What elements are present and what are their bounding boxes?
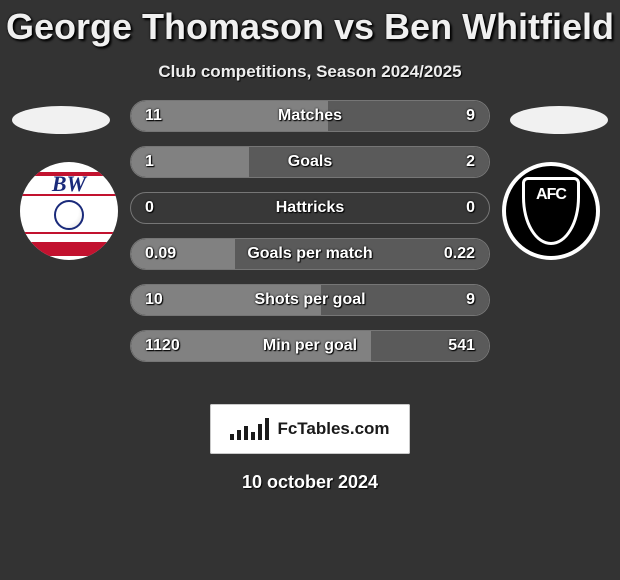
stat-row: 0.09Goals per match0.22	[130, 238, 490, 270]
comparison-card: George Thomason vs Ben Whitfield Club co…	[0, 0, 620, 580]
stat-row: 0Hattricks0	[130, 192, 490, 224]
stat-value-right: 541	[448, 331, 475, 361]
page-title: George Thomason vs Ben Whitfield	[0, 0, 620, 48]
stat-label: Goals per match	[131, 239, 489, 269]
stat-row: 11Matches9	[130, 100, 490, 132]
stat-row: 1120Min per goal541	[130, 330, 490, 362]
stat-value-right: 9	[466, 285, 475, 315]
stat-label: Matches	[131, 101, 489, 131]
country-flag-right	[510, 106, 608, 134]
football-icon	[54, 200, 84, 230]
stat-label: Goals	[131, 147, 489, 177]
date-label: 10 october 2024	[0, 472, 620, 493]
stat-rows: 11Matches9 1Goals2 0Hattricks0 0.09Goals pe…	[130, 100, 490, 376]
stat-value-right: 9	[466, 101, 475, 131]
stat-row: 10Shots per goal9	[130, 284, 490, 316]
page-subtitle: Club competitions, Season 2024/2025	[0, 62, 620, 82]
stat-value-right: 0.22	[444, 239, 475, 269]
content-area: BW AFC 11Matches9 1Goals2 0Hattricks0 0.09G…	[0, 100, 620, 390]
stat-label: Min per goal	[131, 331, 489, 361]
crest-right-text: AFC	[536, 186, 566, 204]
stat-label: Hattricks	[131, 193, 489, 223]
bar-chart-icon	[230, 418, 269, 440]
brand-badge: FcTables.com	[210, 404, 410, 454]
stat-value-right: 0	[466, 193, 475, 223]
crest-left-text: BW	[52, 176, 86, 191]
stat-label: Shots per goal	[131, 285, 489, 315]
brand-text: FcTables.com	[277, 419, 389, 439]
club-crest-left: BW	[20, 162, 118, 260]
country-flag-left	[12, 106, 110, 134]
club-crest-right: AFC	[502, 162, 600, 260]
stat-value-right: 2	[466, 147, 475, 177]
stat-row: 1Goals2	[130, 146, 490, 178]
